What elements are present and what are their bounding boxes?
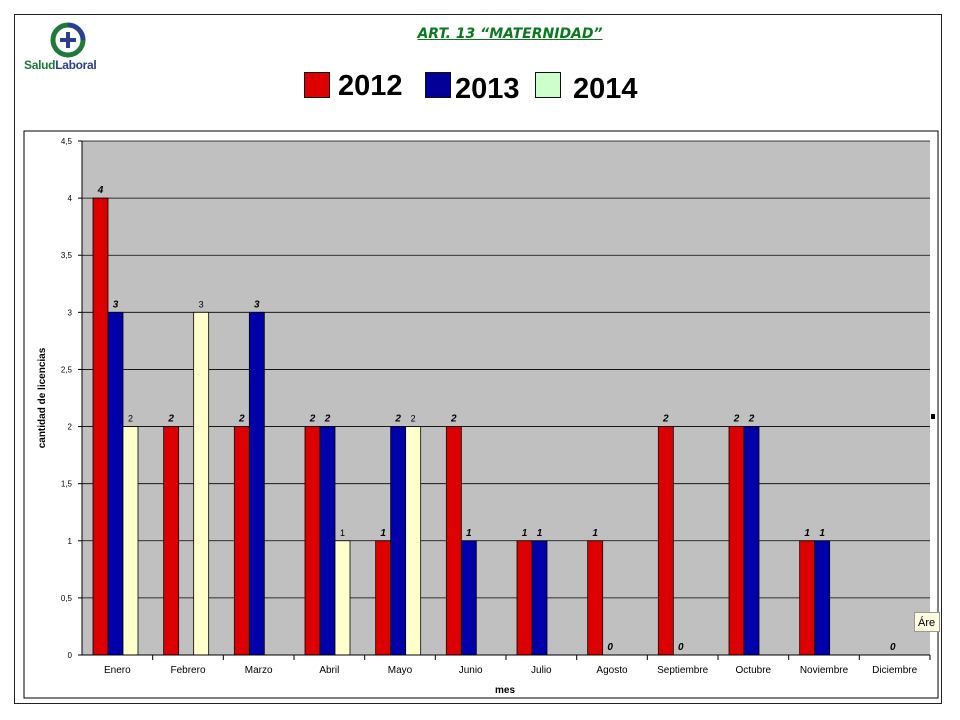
y-tick-label: 1,5 [61,480,73,489]
data-label-2013: 2 [394,414,401,425]
x-tick-label: Enero [104,665,131,676]
logo-text: SaludLaboral [24,58,97,72]
data-label-2012: 2 [309,414,316,425]
data-label-2013: 0 [607,642,613,653]
data-label-2013: 1 [819,528,825,539]
legend-label-2013: 2013 [455,73,520,105]
data-label-2014: 2 [411,414,416,424]
data-label-2014: 3 [199,299,204,309]
x-tick-label: Noviembre [800,665,849,676]
legend-label-2012: 2012 [338,70,403,102]
salud-laboral-logo: SaludLaboral [22,22,117,82]
bar-2014-mayo [405,426,422,656]
data-label-2012: 2 [662,414,669,425]
bar-2013-noviembre [814,540,831,656]
data-label-2012: 2 [238,414,245,425]
data-label-2013: 1 [537,528,543,539]
data-label-2012: 1 [522,528,528,539]
x-tick-label: Marzo [245,665,273,676]
plot-area [82,141,930,655]
data-label-2012: 2 [450,414,457,425]
y-axis-label: cantidad de licencias [37,347,48,448]
data-label-2013: 0 [890,642,896,653]
y-tick-label: 0,5 [61,594,73,603]
y-tick-label: 0 [68,651,73,660]
y-tick-label: 4 [68,194,73,203]
data-label-2014: 1 [340,528,345,538]
legend-swatch-2013 [425,72,451,98]
x-tick-label: Octubre [736,665,772,676]
bar-2013-marzo [248,311,265,656]
bar-2013-junio [460,540,477,656]
logo-emblem-icon [50,22,86,58]
area-tooltip: Áre [914,612,940,632]
data-label-2013: 2 [324,414,331,425]
logo-text-salud: Salud [24,58,56,72]
y-tick-label: 2 [68,423,73,432]
x-tick-label: Diciembre [872,665,917,676]
bar-2012-marzo [233,426,250,656]
data-label-2012: 1 [380,528,386,539]
bar-2013-octubre [743,426,760,656]
x-tick-label: Febrero [170,665,205,676]
logo-text-laboral: Laboral [55,58,97,72]
y-tick-label: 2,5 [61,365,73,374]
bar-2013-mayo [390,426,407,656]
bar-2012-enero [92,197,109,656]
data-label-2013: 0 [678,642,684,653]
data-label-2012: 4 [97,185,104,196]
data-label-2013: 2 [748,414,755,425]
x-tick-label: Septiembre [657,665,709,676]
data-label-2012: 1 [592,528,598,539]
bar-2012-septiembre [657,426,674,656]
bar-2013-enero [107,311,124,656]
x-axis-label: mes [495,685,515,696]
bar-2012-octubre [728,426,745,656]
chart-title: ART. 13 “MATERNIDAD” [417,26,603,42]
y-tick-label: 1 [68,537,73,546]
data-label-2014: 2 [128,414,133,424]
bar-2013-abril [319,426,336,656]
data-label-2012: 1 [804,528,810,539]
bar-2014-febrero [193,311,210,656]
bar-2014-abril [334,540,351,656]
y-tick-label: 3,5 [61,251,73,260]
bar-2013-julio [531,540,548,656]
data-label-2013: 1 [466,528,472,539]
data-label-2012: 2 [733,414,740,425]
x-tick-label: Julio [531,665,552,676]
x-tick-label: Agosto [596,665,628,676]
x-tick-label: Mayo [388,665,413,676]
bar-2012-mayo [375,540,392,656]
data-label-2013: 3 [113,299,119,310]
legend-label-2014: 2014 [573,73,638,105]
data-label-2012: 2 [167,414,174,425]
bar-2012-noviembre [799,540,816,656]
legend-swatch-2012 [304,72,330,98]
bar-2012-agosto [587,540,604,656]
y-tick-label: 3 [68,308,73,317]
stray-dot [931,414,935,419]
legend-swatch-2014 [535,72,561,98]
x-tick-label: Junio [459,665,483,676]
x-tick-label: Abril [319,665,339,676]
bar-2012-junio [445,426,462,656]
bar-2012-julio [516,540,533,656]
data-label-2013: 3 [254,299,260,310]
y-tick-label: 4,5 [61,137,73,146]
bar-2012-abril [304,426,321,656]
bar-2014-enero [122,426,139,656]
bar-2012-febrero [163,426,180,656]
